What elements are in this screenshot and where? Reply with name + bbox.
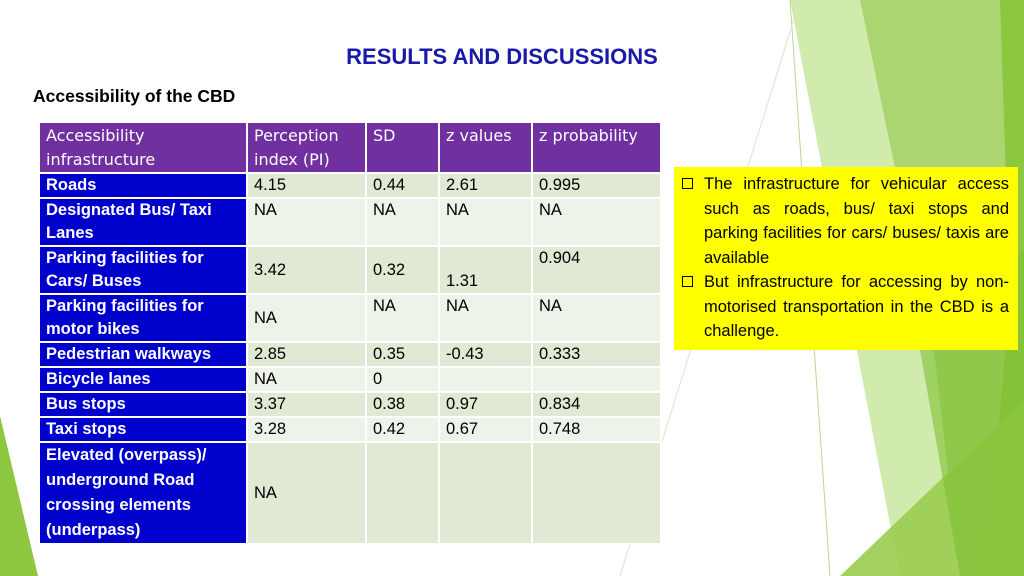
callout-point: But infrastructure for accessing by non-…	[682, 270, 1009, 344]
col-header-z: z values	[438, 121, 533, 174]
row-label: Designated Bus/ Taxi Lanes	[38, 197, 248, 247]
cell-sd: 0.35	[365, 341, 440, 368]
col-header-pi: Perception index (PI)	[246, 121, 367, 174]
cell-p: 0.904	[531, 245, 662, 295]
cell-pi: 3.28	[246, 416, 367, 443]
table-row: Designated Bus/ Taxi Lanes NA NA NA NA	[38, 197, 662, 247]
checkbox-bullet-icon	[682, 178, 693, 189]
cell-p: 0.995	[531, 172, 662, 199]
row-label: Elevated (overpass)/ underground Road cr…	[38, 441, 248, 545]
page-title: RESULTS AND DISCUSSIONS	[346, 44, 658, 69]
cell-sd: 0.42	[365, 416, 440, 443]
green-sliver-left	[0, 416, 38, 576]
row-label: Parking facilities for motor bikes	[38, 293, 248, 343]
cell-pi: 4.15	[246, 172, 367, 199]
row-label: Taxi stops	[38, 416, 248, 443]
cell-pi: 3.37	[246, 391, 367, 418]
table-row: Roads 4.15 0.44 2.61 0.995	[38, 172, 662, 199]
row-label: Pedestrian walkways	[38, 341, 248, 368]
cell-sd: 0.44	[365, 172, 440, 199]
col-header-sd: SD	[365, 121, 440, 174]
table-row: Taxi stops 3.28 0.42 0.67 0.748	[38, 416, 662, 443]
table-row: Pedestrian walkways 2.85 0.35 -0.43 0.33…	[38, 341, 662, 368]
cell-p: NA	[531, 293, 662, 343]
cell-p	[531, 441, 662, 545]
table-header-row: Accessibility infrastructure Perception …	[38, 121, 662, 174]
table-row: Elevated (overpass)/ underground Road cr…	[38, 441, 662, 545]
row-label: Bicycle lanes	[38, 366, 248, 393]
cell-p: 0.333	[531, 341, 662, 368]
col-header-p: z probability	[531, 121, 662, 174]
cell-z: NA	[438, 197, 533, 247]
cell-sd: 0.32	[365, 245, 440, 295]
table-row: Bus stops 3.37 0.38 0.97 0.834	[38, 391, 662, 418]
cell-pi: NA	[246, 293, 367, 343]
cell-sd	[365, 441, 440, 545]
cell-sd: NA	[365, 293, 440, 343]
cell-z: 2.61	[438, 172, 533, 199]
table-row: Parking facilities for Cars/ Buses 3.42 …	[38, 245, 662, 295]
cell-z: 1.31	[438, 245, 533, 295]
row-label: Bus stops	[38, 391, 248, 418]
cell-z: NA	[438, 293, 533, 343]
summary-callout: The infrastructure for vehicular access …	[674, 167, 1018, 350]
cell-z: 0.97	[438, 391, 533, 418]
col-header-infrastructure: Accessibility infrastructure	[38, 121, 248, 174]
checkbox-bullet-icon	[682, 276, 693, 287]
callout-point: The infrastructure for vehicular access …	[682, 172, 1009, 270]
cell-z: 0.67	[438, 416, 533, 443]
cell-p: 0.748	[531, 416, 662, 443]
cell-p: NA	[531, 197, 662, 247]
cell-pi: NA	[246, 366, 367, 393]
cell-sd: 0.38	[365, 391, 440, 418]
cell-z	[438, 441, 533, 545]
cell-z: -0.43	[438, 341, 533, 368]
table-row: Bicycle lanes NA 0	[38, 366, 662, 393]
cell-sd: 0	[365, 366, 440, 393]
row-label: Parking facilities for Cars/ Buses	[38, 245, 248, 295]
cell-pi: NA	[246, 441, 367, 545]
row-label: Roads	[38, 172, 248, 199]
callout-list: The infrastructure for vehicular access …	[682, 172, 1009, 344]
cell-z	[438, 366, 533, 393]
cell-pi: 2.85	[246, 341, 367, 368]
callout-point-text: But infrastructure for accessing by non-…	[704, 273, 1009, 340]
section-subtitle: Accessibility of the CBD	[33, 86, 236, 106]
table-row: Parking facilities for motor bikes NA NA…	[38, 293, 662, 343]
cell-p	[531, 366, 662, 393]
cell-p: 0.834	[531, 391, 662, 418]
cell-sd: NA	[365, 197, 440, 247]
cell-pi: 3.42	[246, 245, 367, 295]
results-table: Accessibility infrastructure Perception …	[38, 121, 662, 545]
callout-point-text: The infrastructure for vehicular access …	[704, 175, 1009, 267]
cell-pi: NA	[246, 197, 367, 247]
